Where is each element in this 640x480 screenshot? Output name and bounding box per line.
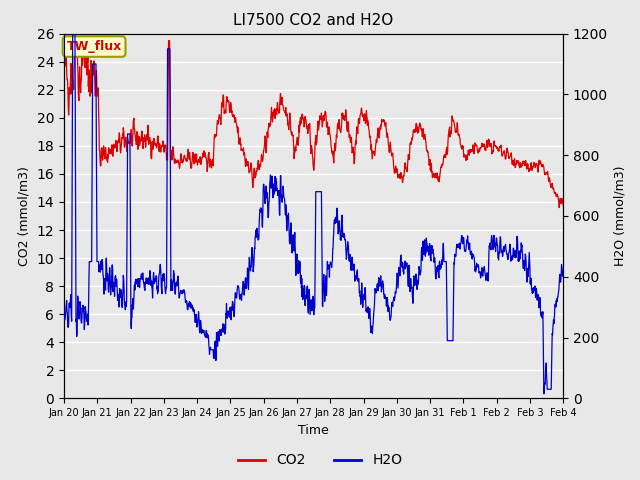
Text: TW_flux: TW_flux <box>67 40 122 53</box>
X-axis label: Time: Time <box>298 424 329 437</box>
Title: LI7500 CO2 and H2O: LI7500 CO2 and H2O <box>234 13 394 28</box>
Y-axis label: CO2 (mmol/m3): CO2 (mmol/m3) <box>18 166 31 266</box>
Y-axis label: H2O (mmol/m3): H2O (mmol/m3) <box>614 166 627 266</box>
Legend: CO2, H2O: CO2, H2O <box>232 448 408 473</box>
